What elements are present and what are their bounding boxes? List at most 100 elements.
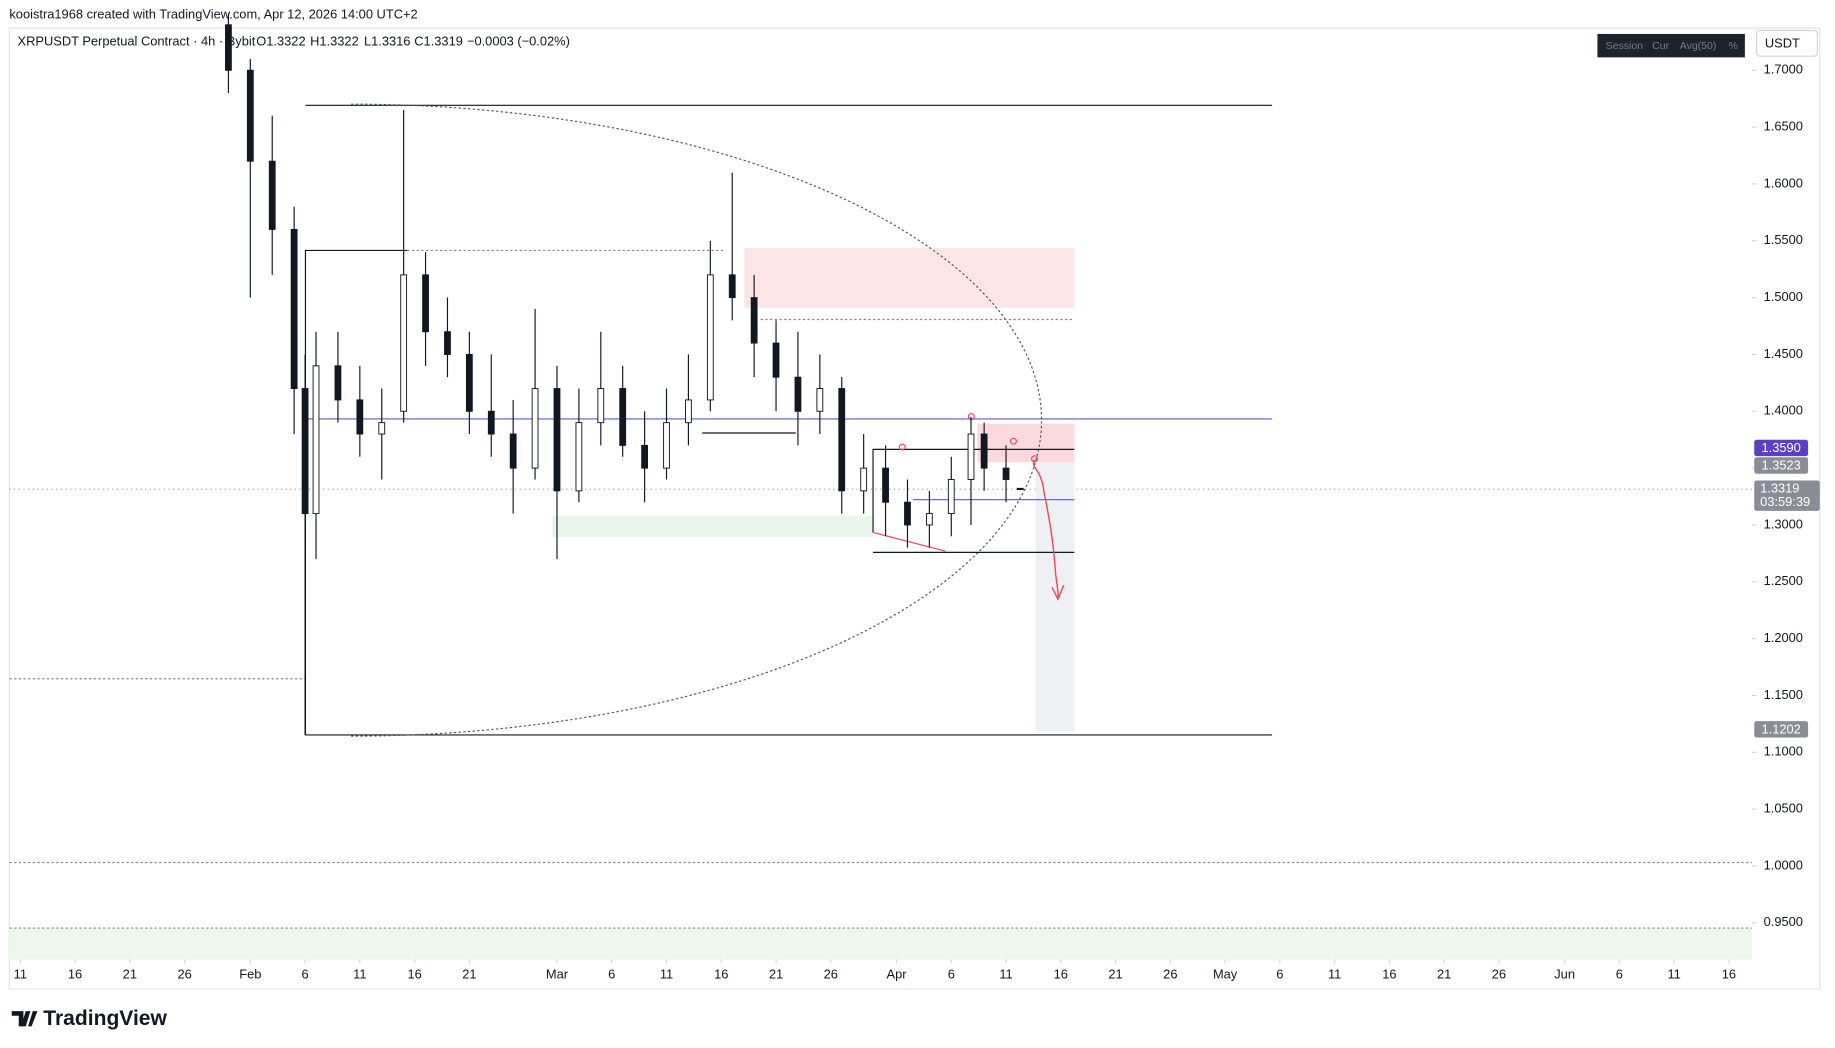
logo: TradingView — [11, 1007, 168, 1030]
marker — [898, 443, 906, 451]
toolbar-button[interactable]: % — [1729, 40, 1738, 52]
candle-body — [225, 24, 232, 71]
currency-button[interactable] — [1756, 29, 1819, 57]
trendline — [872, 531, 946, 552]
candle-body — [772, 342, 780, 378]
toolbar-button[interactable]: Cur — [1652, 40, 1669, 52]
candle-body — [575, 422, 583, 492]
x-tick-label: 6 — [1276, 966, 1283, 981]
price-label: 1.3590 — [1761, 440, 1800, 455]
attribution: kooistra1968 created with TradingView.co… — [9, 7, 417, 22]
price-label: 1.3523 — [1761, 457, 1800, 472]
x-tick-label: 26 — [824, 966, 838, 981]
candles — [225, 13, 1024, 736]
candle-body — [925, 513, 933, 526]
x-tick-label: 11 — [1328, 966, 1341, 981]
x-tick-label: 11 — [353, 966, 366, 981]
legend-open: O1.3322 — [256, 34, 305, 49]
candle-body — [378, 422, 386, 435]
box — [304, 249, 408, 735]
y-tick-label: 1.4000 — [1764, 403, 1803, 418]
x-tick-label: 11 — [1667, 966, 1680, 981]
y-tick-label: 1.2000 — [1764, 630, 1803, 645]
x-tick-label: 16 — [714, 966, 728, 981]
legend-symbol: XRPUSDT Perpetual Contract · 4h · Bybit — [18, 34, 256, 49]
toolbar-button[interactable]: Session — [1606, 40, 1644, 52]
x-tick-label: 26 — [1492, 966, 1506, 981]
candle-body — [706, 274, 714, 401]
candle-body — [619, 388, 627, 446]
candle-body — [356, 399, 364, 435]
price-label-box — [1754, 457, 1809, 474]
candle-body — [947, 479, 955, 515]
x-tick-label: May — [1213, 966, 1238, 981]
zone — [744, 248, 1075, 308]
x-tick-label: 16 — [407, 966, 421, 981]
marker — [1031, 455, 1039, 463]
arc — [351, 103, 1043, 737]
x-tick-label: 21 — [1108, 966, 1122, 981]
candle-body — [838, 388, 846, 492]
candle-body — [597, 388, 605, 424]
x-tick-label: 11 — [660, 966, 673, 981]
y-tick-label: 1.4500 — [1764, 346, 1803, 361]
legend-low: L1.3316 — [364, 34, 410, 49]
candle-body — [246, 69, 254, 162]
zone — [977, 423, 1075, 463]
candle-body — [904, 501, 911, 526]
y-tick-label: 1.5000 — [1764, 289, 1803, 304]
y-tick-label: 1.0000 — [1764, 857, 1803, 872]
y-tick-label: 1.5500 — [1764, 232, 1803, 247]
legend-close: C1.3319 — [414, 34, 463, 49]
x-tick-label: 6 — [302, 966, 309, 981]
x-tick-label: 21 — [462, 966, 476, 981]
candle-body — [422, 274, 429, 333]
logo-icon — [11, 1011, 38, 1027]
x-tick-label: 11 — [14, 966, 27, 981]
frame — [8, 27, 1821, 990]
candle-body — [487, 410, 495, 435]
last-price: 1.3319 — [1760, 481, 1799, 496]
x-tick-label: 6 — [608, 966, 615, 981]
y-tick-label: 1.6500 — [1764, 119, 1803, 134]
candle-body — [465, 353, 473, 412]
candle-body — [268, 160, 276, 230]
x-tick-label: 16 — [68, 966, 82, 981]
x-tick-label: 16 — [1054, 966, 1068, 981]
toolbar — [1597, 33, 1745, 58]
x-tick-label: Apr — [887, 966, 908, 981]
candle-body — [750, 297, 758, 344]
price-label-box — [1754, 439, 1809, 457]
legend-high: H1.3322 — [310, 34, 359, 49]
candle-body — [1016, 487, 1024, 490]
zone — [9, 928, 1752, 960]
y-tick-label: 1.7000 — [1764, 62, 1803, 77]
candle-body — [980, 433, 988, 469]
candle-body — [794, 376, 802, 412]
candle-body — [663, 422, 670, 469]
price-label-box — [1754, 721, 1809, 738]
candle-body — [290, 228, 298, 390]
currency[interactable]: USDT — [1765, 35, 1800, 50]
x-tick-label: Feb — [239, 966, 261, 981]
candle-body — [882, 467, 889, 503]
x-tick-label: 26 — [1163, 966, 1177, 981]
candle-body — [860, 467, 868, 492]
drawings — [9, 103, 1752, 960]
candle-body — [685, 399, 692, 424]
y-tick-label: 0.9500 — [1764, 914, 1803, 929]
x-tick-label: 6 — [1616, 966, 1623, 981]
x-tick-label: 26 — [177, 966, 191, 981]
toolbar-button[interactable]: Avg(50) — [1680, 40, 1717, 52]
box — [872, 448, 1075, 533]
x-tick-label: Mar — [546, 966, 569, 981]
candle-body — [531, 388, 539, 469]
arrow — [1032, 459, 1065, 601]
last-price-box — [1754, 480, 1820, 511]
y-tick-label: 1.2500 — [1764, 573, 1803, 588]
x-tick-label: 21 — [1437, 966, 1451, 981]
candle-body — [967, 433, 975, 480]
price-label: 1.1202 — [1761, 721, 1800, 736]
